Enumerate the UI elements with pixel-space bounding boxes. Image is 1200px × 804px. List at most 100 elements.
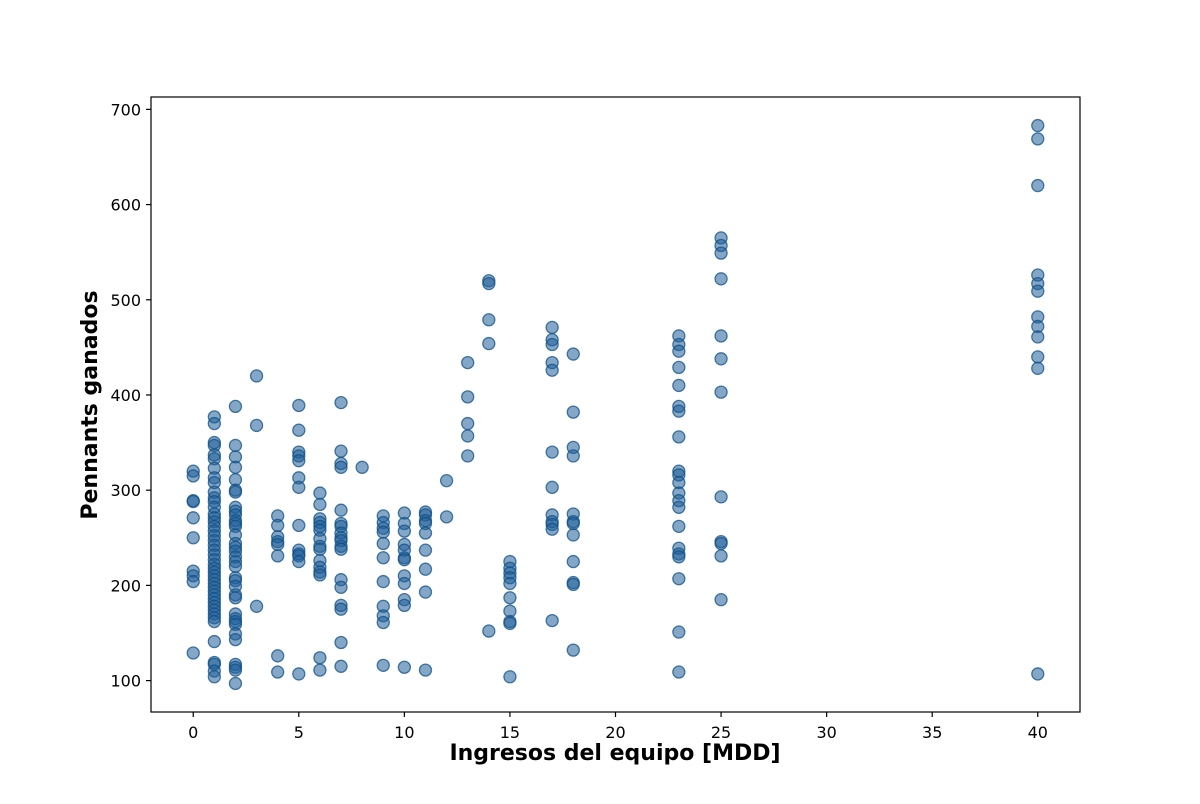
data-point (292, 554, 306, 569)
data-point (1031, 118, 1045, 133)
data-point (249, 369, 264, 383)
data-point (439, 510, 454, 524)
data-point (418, 526, 433, 540)
data-point (186, 646, 200, 660)
data-point (566, 528, 580, 542)
data-point (418, 562, 433, 576)
data-point (376, 525, 390, 539)
data-point (418, 585, 433, 599)
data-point (376, 551, 390, 565)
y-tick-label: 200 (110, 576, 141, 595)
data-point (292, 667, 306, 681)
data-point (228, 485, 243, 499)
data-point (672, 344, 686, 358)
data-point (566, 577, 580, 592)
data-point (271, 649, 285, 663)
data-point (714, 593, 728, 607)
data-point (228, 633, 243, 647)
y-tick-label: 100 (110, 672, 141, 691)
data-point (545, 522, 559, 536)
data-point (672, 625, 686, 639)
data-point (566, 405, 580, 419)
data-point (313, 497, 327, 512)
y-axis-ticks: 100 200 300 400 500 600 700 (110, 100, 151, 691)
data-point (545, 480, 559, 494)
data-point (271, 665, 285, 679)
data-point (1031, 350, 1045, 364)
data-point (482, 276, 496, 291)
y-tick-label: 300 (110, 481, 141, 500)
plot-area-frame (150, 96, 1081, 713)
data-point (714, 490, 728, 504)
data-point (334, 460, 348, 474)
data-point (228, 438, 243, 453)
data-point (714, 352, 728, 366)
data-point (292, 398, 306, 413)
data-point (672, 665, 686, 679)
data-point (376, 536, 390, 551)
data-point (292, 423, 306, 437)
data-point (207, 614, 221, 629)
data-point (418, 663, 433, 677)
data-point (397, 598, 412, 613)
data-point (334, 602, 348, 616)
data-point (376, 574, 390, 589)
data-point (672, 550, 686, 564)
data-point (271, 537, 285, 552)
data-point (1031, 178, 1045, 193)
data-point (482, 336, 496, 351)
y-axis-label: Pennants ganados (78, 290, 103, 519)
data-point (313, 663, 327, 677)
x-tick-label: 30 (816, 723, 836, 742)
x-tick-label: 35 (922, 723, 942, 742)
data-point (207, 634, 221, 649)
x-tick-label: 5 (294, 723, 304, 742)
data-point (461, 449, 475, 463)
data-point (313, 486, 327, 500)
data-point (186, 531, 200, 545)
data-point (186, 494, 200, 509)
data-point (186, 511, 200, 525)
data-point (566, 449, 580, 463)
data-point (334, 580, 348, 594)
data-point (186, 574, 200, 589)
data-point (566, 516, 580, 531)
data-point (545, 320, 559, 335)
data-point (1031, 330, 1045, 344)
data-point (566, 554, 580, 569)
data-point (545, 337, 559, 352)
x-tick-label: 15 (500, 723, 520, 742)
data-point (228, 559, 243, 573)
data-point (672, 572, 686, 586)
data-point (397, 576, 412, 591)
data-point (186, 469, 200, 483)
data-point (503, 670, 517, 684)
data-point (334, 659, 348, 673)
data-point (461, 416, 475, 431)
data-point (672, 430, 686, 444)
data-point (313, 568, 327, 582)
data-point (714, 272, 728, 286)
data-point (461, 429, 475, 443)
data-point (207, 416, 221, 431)
data-point (672, 500, 686, 514)
y-tick-label: 500 (110, 291, 141, 310)
data-point (228, 676, 243, 691)
data-point (714, 246, 728, 260)
data-point (376, 658, 390, 672)
data-point (334, 444, 348, 458)
data-point (334, 395, 348, 410)
data-point (334, 503, 348, 517)
data-point (672, 378, 686, 393)
data-point (207, 670, 221, 684)
y-tick-label: 400 (110, 386, 141, 405)
data-point (566, 347, 580, 361)
data-points (186, 118, 1045, 691)
data-point (545, 445, 559, 459)
data-point (249, 418, 264, 433)
data-point (439, 474, 454, 488)
data-point (714, 329, 728, 343)
data-point (397, 660, 412, 674)
